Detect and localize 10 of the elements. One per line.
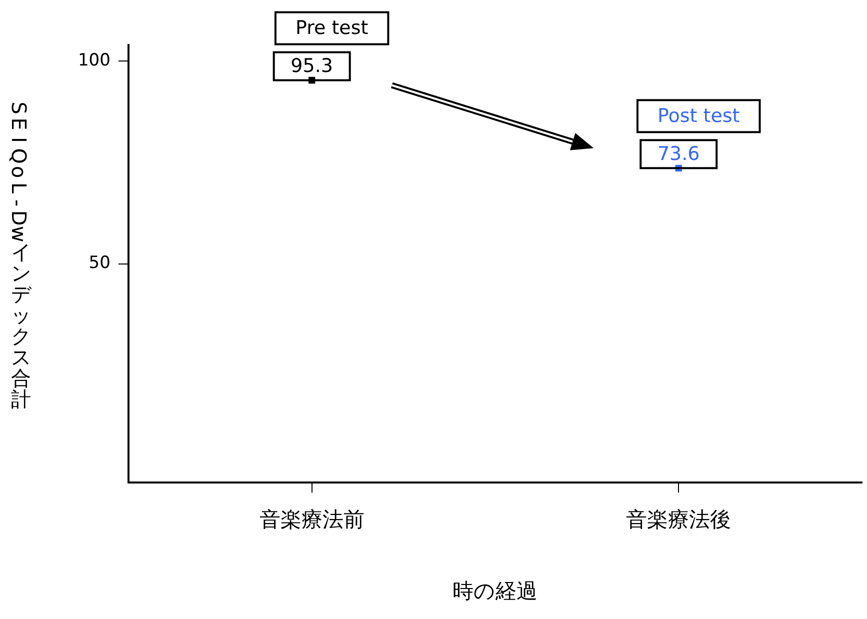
y-tick-label: 100 [78,50,110,71]
text: Pre test [295,17,368,40]
text: Post test [657,105,740,128]
x-tick-label: 音楽療法後 [626,508,732,532]
y-tick-label: 50 [88,253,110,274]
x-axis-title: 時の経過 [452,578,538,603]
data-label: 73.6 [657,143,700,166]
text: SEIQoL-Dwインデックス合計 [6,102,31,411]
x-tick-label: 音楽療法前 [259,508,364,532]
data-label: 95.3 [290,55,333,78]
